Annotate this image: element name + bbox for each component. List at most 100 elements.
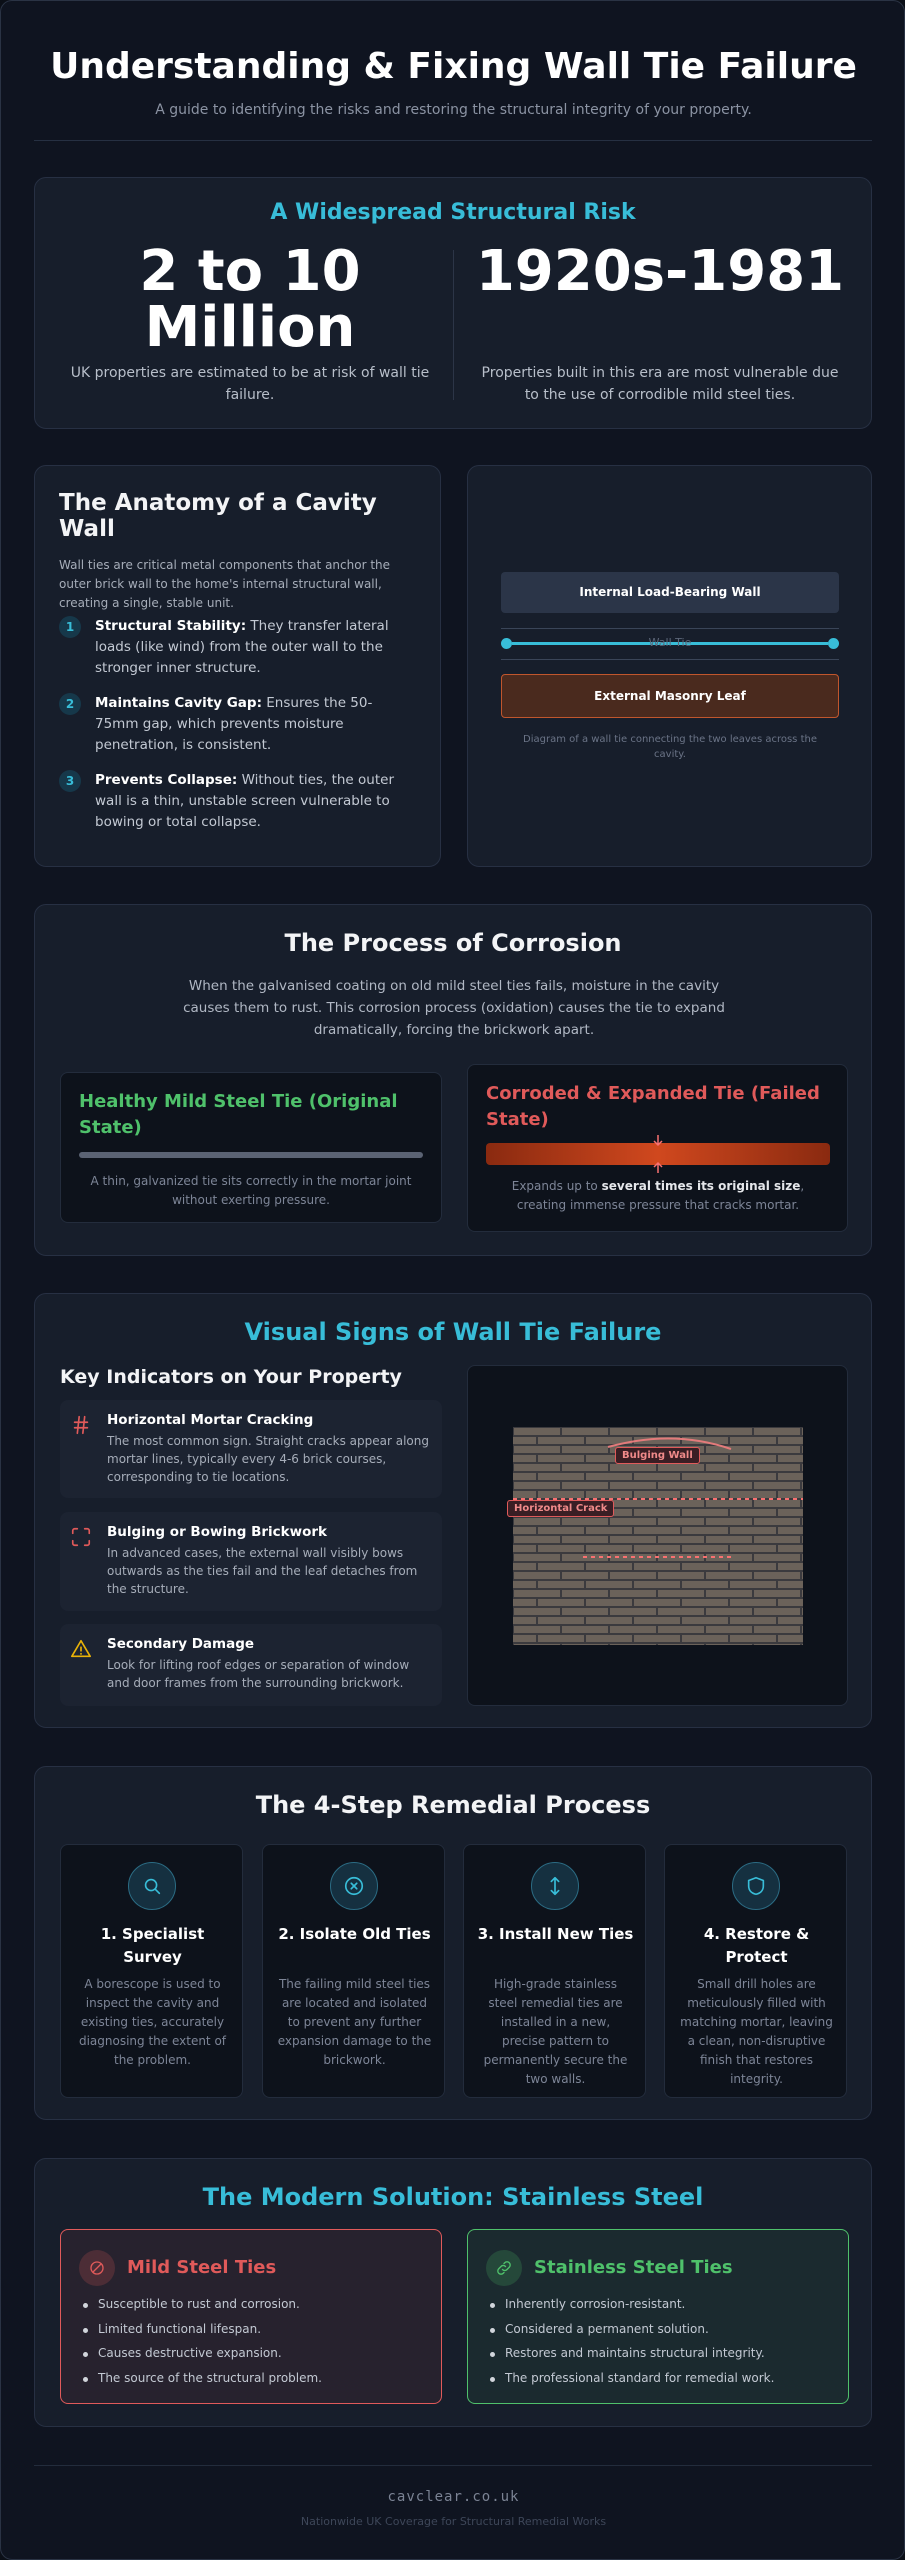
diagram-caption: Diagram of a wall tie connecting the two… [523, 734, 817, 760]
stat-value: 2 to 10 Million [139, 239, 361, 360]
indicator-title: Horizontal Mortar Cracking [107, 1412, 314, 1428]
divider [34, 140, 872, 141]
cavity-line [501, 628, 839, 629]
inner-wall: Internal Load-Bearing Wall [501, 572, 839, 613]
corroded-tie [486, 1143, 830, 1165]
indicator-icon [70, 1414, 92, 1440]
bullet [490, 2327, 495, 2333]
indicator-title: Bulging or Bowing Brickwork [107, 1524, 328, 1540]
step-title: 3. Install New Ties [477, 1925, 634, 1943]
intro: When the galvanised coating on old mild … [183, 978, 725, 1038]
step-card: 3. Install New Ties High-grade stainless … [463, 1844, 646, 2098]
corroded-title: Corroded & Expanded Tie (Failed State) [486, 1083, 820, 1130]
point-text: Ensures the 50-75mm gap, which prevents … [95, 695, 373, 753]
page-title: Understanding & Fixing Wall Tie Failure [50, 46, 857, 87]
step-icon [531, 1862, 579, 1910]
step-card: 4. Restore & Protect Small drill holes ar… [664, 1844, 847, 2098]
point-text: They transfer lateral loads (like wind) … [95, 618, 389, 676]
section-title: The Anatomy of a Cavity Wall [59, 490, 377, 542]
compare-item: Inherently corrosion-resistant. [505, 2297, 686, 2311]
indicator-text: Look for lifting roof edges or separatio… [107, 1658, 410, 1690]
compare-icon [486, 2250, 522, 2286]
divider [453, 250, 454, 400]
indicator-title: Secondary Damage [107, 1636, 255, 1652]
footer-note: Nationwide UK Coverage for Structural Re… [300, 2515, 607, 2528]
bullet [83, 2303, 88, 2308]
caption-bold: several times its original size [601, 1179, 801, 1193]
signs-section: Visual Signs of Wall Tie Failure Key Ind… [34, 1293, 872, 1728]
anatomy-card: The Anatomy of a Cavity Wall Wall ties a… [34, 465, 441, 867]
outer-wall: External Masonry Leaf [501, 674, 839, 718]
stat-description: Properties built in this era are most vu… [481, 365, 839, 403]
wall-panel: Bulging Wall Horizontal Crack [467, 1365, 848, 1706]
point-badge: 2 [59, 693, 81, 715]
bullet [490, 2376, 495, 2382]
subtitle: Key Indicators on Your Property [60, 1366, 402, 1388]
bullet [83, 2376, 88, 2382]
corrosion-section: The Process of Corrosion When the galvan… [34, 904, 872, 1256]
compare-item: Limited functional lifespan. [98, 2321, 262, 2336]
indicator-text: The most common sign. Straight cracks ap… [107, 1434, 429, 1484]
compare-item: The source of the structural problem. [98, 2370, 322, 2385]
bullet [490, 2303, 495, 2308]
point-label: Structural Stability: [95, 618, 247, 634]
step-title: 1. Specialist Survey [100, 1925, 205, 1966]
mild-card: Mild Steel Ties Susceptible to rust and c… [60, 2229, 442, 2404]
point: Structural Stability: They transfer late… [95, 616, 415, 679]
point-label: Maintains Cavity Gap: [95, 695, 262, 711]
cavity-line [501, 659, 839, 660]
indicator: Secondary Damage Look for lifting roof ed… [60, 1624, 442, 1706]
caption-text: Expands up to [511, 1179, 602, 1193]
intro: Wall ties are critical metal components … [59, 558, 391, 610]
point-badge: 1 [59, 616, 81, 638]
crack-label: Horizontal Crack [507, 1500, 615, 1517]
step-icon [732, 1862, 780, 1910]
section-title: A Widespread Structural Risk [270, 200, 636, 225]
step-card: 2. Isolate Old Ties The failing mild stee… [262, 1844, 445, 2098]
diagram-card: Internal Load-Bearing Wall Wall Tie Exte… [467, 465, 872, 867]
section-title: Visual Signs of Wall Tie Failure [244, 1318, 662, 1346]
section-title: The Modern Solution: Stainless Steel [202, 2183, 704, 2211]
healthy-tie [79, 1152, 423, 1158]
bullet [83, 2352, 88, 2357]
page-subtitle: A guide to identifying the risks and res… [155, 102, 752, 118]
bulging-label: Bulging Wall [615, 1447, 700, 1464]
tie-end [501, 638, 512, 649]
step-card: 1. Specialist Survey A borescope is used … [60, 1844, 243, 2098]
compare-item: Considered a permanent solution. [505, 2321, 709, 2336]
indicator-icon [70, 1638, 92, 1664]
bullet [83, 2327, 88, 2333]
compare-icon [79, 2250, 115, 2286]
healthy-card: Healthy Mild Steel Tie (Original State) … [60, 1072, 442, 1223]
corroded-card: Corroded & Expanded Tie (Failed State) E… [467, 1064, 848, 1232]
compare-item: Restores and maintains structural integr… [505, 2346, 765, 2360]
bullet [490, 2352, 495, 2357]
stat-description: UK properties are estimated to be at ris… [70, 365, 430, 403]
stat-value: 1920s-1981 [475, 239, 845, 304]
divider [34, 2465, 872, 2466]
risk-section: A Widespread Structural Risk 2 to 10 Mil… [34, 177, 872, 429]
indicator: Horizontal Mortar Cracking The most commo… [60, 1400, 442, 1498]
indicator-icon [70, 1526, 92, 1552]
healthy-caption: A thin, galvanized tie sits correctly in… [90, 1174, 412, 1207]
step-text: The failing mild steel ties are located … [277, 1977, 432, 2067]
step-text: High-grade stainless steel remedial ties… [483, 1977, 628, 2086]
expansion-arrows [653, 1135, 663, 1173]
point: Prevents Collapse: Without ties, the out… [95, 770, 415, 833]
section-title: The Process of Corrosion [284, 929, 622, 957]
brand: cavclear.co.uk [387, 2489, 520, 2505]
compare-title: Mild Steel Ties [127, 2257, 277, 2278]
point-text: Without ties, the outer wall is a thin, … [95, 772, 394, 830]
tie-label: Wall Tie [648, 636, 692, 649]
tie-bar [512, 642, 828, 645]
step-title: 4. Restore & Protect [703, 1925, 810, 1966]
stainless-card: Stainless Steel Ties Inherently corrosion… [467, 2229, 849, 2404]
point: Maintains Cavity Gap: Ensures the 50-75m… [95, 693, 415, 756]
step-icon [128, 1862, 176, 1910]
point-label: Prevents Collapse: [95, 772, 238, 788]
healthy-title: Healthy Mild Steel Tie (Original State) [79, 1091, 398, 1138]
tie-end [828, 638, 839, 649]
caption-text: , creating immense pressure that cracks … [516, 1179, 805, 1212]
indicator: Bulging or Bowing Brickwork In advanced c… [60, 1512, 442, 1611]
